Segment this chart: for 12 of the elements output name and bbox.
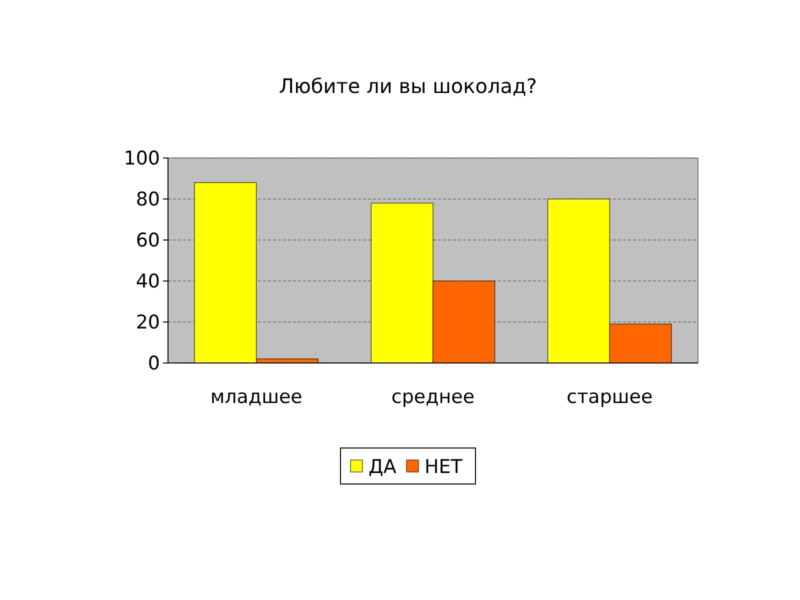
- chart-title: Любите ли вы шоколад?: [279, 74, 537, 98]
- x-tick-label: младшее: [210, 386, 302, 408]
- x-tick-label: среднее: [391, 386, 475, 408]
- y-tick-label: 0: [148, 352, 160, 375]
- y-tick-label: 40: [136, 270, 160, 293]
- y-tick-label: 20: [136, 312, 160, 334]
- legend-label: НЕТ: [424, 456, 463, 478]
- y-tick-label: 60: [136, 230, 160, 252]
- x-tick-label: старшее: [566, 386, 653, 408]
- legend-label: ДА: [368, 456, 396, 478]
- y-tick-label: 80: [136, 188, 160, 211]
- y-tick-label: 100: [124, 148, 160, 170]
